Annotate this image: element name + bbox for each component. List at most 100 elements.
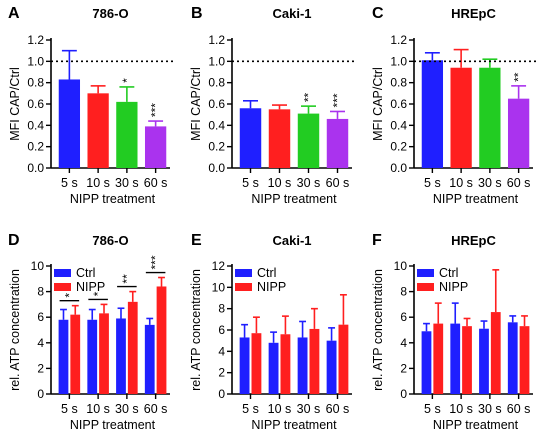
legend-swatch-nipp bbox=[417, 283, 434, 291]
y-tick-label: 0.4 bbox=[390, 118, 407, 132]
x-tick-label: 5 s bbox=[424, 402, 441, 416]
panel-b: B Caki-1 0.0 0.2 0.4 0.6 0.8 1.0 1.2 MFI CAP/Ctrl… bbox=[189, 5, 356, 206]
panel-f: F HREpC 0 2 4 6 8 10 rel. ATP concentration 5 s 10… bbox=[371, 232, 533, 432]
bar bbox=[507, 98, 530, 168]
bar-nipp bbox=[280, 334, 291, 394]
bar-ctrl bbox=[297, 337, 308, 394]
x-tick-label: 5 s bbox=[242, 176, 259, 190]
x-tick-label: 10 s bbox=[86, 176, 110, 190]
x-tick-label: 10 s bbox=[86, 402, 110, 416]
bar bbox=[326, 118, 349, 168]
y-tick-label: 0 bbox=[400, 387, 407, 401]
chart-title: HREpC bbox=[451, 233, 496, 248]
chart-title: Caki-1 bbox=[272, 6, 311, 21]
y-axis-label: MFI CAP/Ctrl bbox=[189, 67, 203, 141]
y-tick-label: 0.8 bbox=[27, 76, 44, 90]
x-axis-label: NIPP treatment bbox=[433, 192, 519, 206]
significance-marker: * bbox=[62, 293, 76, 298]
bar bbox=[87, 93, 109, 168]
bar-nipp bbox=[519, 326, 530, 394]
panel-letter: C bbox=[372, 5, 384, 22]
y-tick-label: 2 bbox=[400, 361, 407, 375]
bar bbox=[450, 67, 472, 168]
y-tick-label: 0.2 bbox=[390, 140, 407, 154]
chart-title: Caki-1 bbox=[272, 233, 311, 248]
x-tick-label: 10 s bbox=[268, 176, 292, 190]
y-tick-label: 8 bbox=[218, 302, 225, 316]
y-tick-label: 6 bbox=[218, 323, 225, 337]
panel-letter: D bbox=[8, 232, 20, 249]
bar-nipp bbox=[127, 301, 138, 394]
bar-nipp bbox=[338, 324, 349, 394]
y-axis-label: MFI CAP/Ctrl bbox=[371, 67, 385, 141]
y-tick-label: 0.8 bbox=[390, 76, 407, 90]
y-tick-label: 1.2 bbox=[208, 33, 225, 47]
bar bbox=[239, 108, 262, 168]
x-tick-label: 30 s bbox=[478, 402, 502, 416]
legend-label-ctrl: Ctrl bbox=[257, 266, 276, 280]
bar-nipp bbox=[462, 326, 472, 394]
y-tick-label: 0.0 bbox=[27, 161, 44, 175]
panel-letter: A bbox=[8, 5, 20, 22]
x-tick-label: 30 s bbox=[297, 402, 321, 416]
bar-ctrl bbox=[450, 323, 461, 394]
y-tick-label: 10 bbox=[394, 259, 408, 273]
x-tick-label: 60 s bbox=[507, 176, 531, 190]
legend-swatch-ctrl bbox=[417, 269, 434, 277]
bar-ctrl bbox=[144, 324, 155, 394]
legend-swatch-nipp bbox=[235, 283, 252, 291]
bar-ctrl bbox=[479, 328, 489, 394]
x-tick-label: 30 s bbox=[478, 176, 502, 190]
y-tick-label: 0.2 bbox=[27, 140, 44, 154]
bar-ctrl bbox=[87, 319, 98, 394]
legend-label-nipp: NIPP bbox=[439, 280, 468, 294]
y-tick-label: 2 bbox=[37, 361, 44, 375]
bar bbox=[116, 101, 138, 168]
x-tick-label: 60 s bbox=[144, 402, 168, 416]
significance-marker: ** bbox=[512, 72, 526, 82]
bar-nipp bbox=[490, 312, 501, 394]
x-tick-label: 60 s bbox=[144, 176, 168, 190]
panel-d: D 786-O 0 2 4 6 8 10 rel. ATP concentration 5 s 10… bbox=[8, 232, 170, 432]
y-tick-label: 1.0 bbox=[390, 54, 407, 68]
y-tick-label: 0.0 bbox=[390, 161, 407, 175]
bar-ctrl bbox=[116, 318, 126, 394]
y-tick-label: 0.6 bbox=[27, 97, 44, 111]
bar-ctrl bbox=[239, 337, 250, 394]
bar-nipp bbox=[70, 314, 81, 394]
significance-marker: *** bbox=[331, 93, 345, 107]
panel-e: E Caki-1 0 2 4 6 8 10 12 rel. ATP concentration 5 … bbox=[189, 232, 352, 432]
y-tick-label: 2 bbox=[218, 366, 225, 380]
x-tick-label: 5 s bbox=[424, 176, 441, 190]
legend-label-nipp: NIPP bbox=[76, 280, 105, 294]
y-tick-label: 0.4 bbox=[27, 118, 44, 132]
bar-nipp bbox=[309, 328, 320, 394]
bar-ctrl bbox=[58, 319, 69, 394]
y-tick-label: 10 bbox=[212, 280, 226, 294]
x-tick-label: 5 s bbox=[61, 176, 78, 190]
x-tick-label: 60 s bbox=[507, 402, 531, 416]
bar-ctrl bbox=[507, 322, 518, 394]
legend-swatch-ctrl bbox=[54, 269, 71, 277]
bar-ctrl bbox=[421, 331, 432, 394]
y-tick-label: 4 bbox=[218, 344, 225, 358]
bar-nipp bbox=[156, 286, 167, 394]
x-tick-label: 5 s bbox=[242, 402, 259, 416]
y-tick-label: 6 bbox=[400, 310, 407, 324]
bar bbox=[58, 79, 81, 168]
panel-letter: F bbox=[372, 232, 382, 249]
y-tick-label: 0.6 bbox=[208, 97, 225, 111]
significance-marker: * bbox=[120, 78, 134, 83]
x-tick-label: 60 s bbox=[326, 176, 350, 190]
y-tick-label: 8 bbox=[400, 285, 407, 299]
x-tick-label: 10 s bbox=[268, 402, 292, 416]
x-axis-label: NIPP treatment bbox=[251, 192, 337, 206]
bar-ctrl bbox=[268, 342, 279, 394]
y-tick-label: 12 bbox=[212, 259, 226, 273]
y-axis-label: rel. ATP concentration bbox=[189, 269, 203, 391]
bar bbox=[144, 126, 167, 168]
x-tick-label: 60 s bbox=[326, 402, 350, 416]
y-tick-label: 8 bbox=[37, 285, 44, 299]
significance-marker: *** bbox=[149, 103, 163, 117]
bar-nipp bbox=[251, 333, 262, 394]
